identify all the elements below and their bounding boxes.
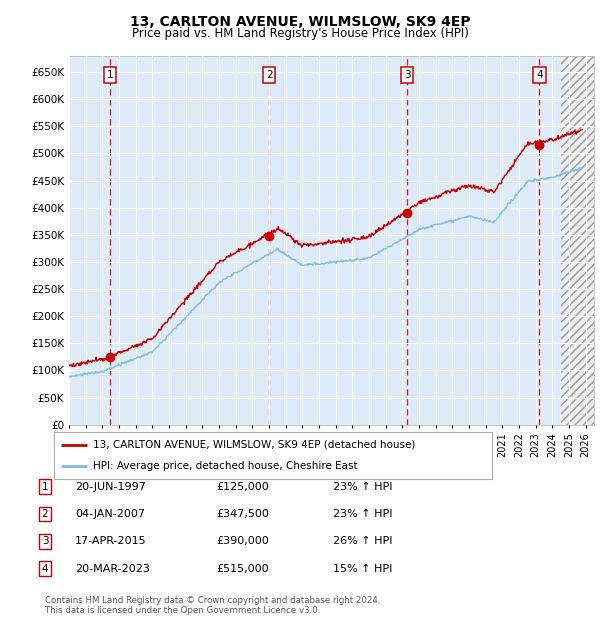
Bar <box>560 56 594 425</box>
Text: HPI: Average price, detached house, Cheshire East: HPI: Average price, detached house, Ches… <box>94 461 358 471</box>
Text: £125,000: £125,000 <box>216 482 269 492</box>
Text: 2: 2 <box>41 509 49 519</box>
Text: 26% ↑ HPI: 26% ↑ HPI <box>333 536 392 546</box>
Text: 1: 1 <box>41 482 49 492</box>
Text: 23% ↑ HPI: 23% ↑ HPI <box>333 509 392 519</box>
Text: Contains HM Land Registry data © Crown copyright and database right 2024.
This d: Contains HM Land Registry data © Crown c… <box>45 596 380 615</box>
Text: 2: 2 <box>266 70 272 80</box>
Bar <box>560 56 594 425</box>
Text: Price paid vs. HM Land Registry's House Price Index (HPI): Price paid vs. HM Land Registry's House … <box>131 27 469 40</box>
Text: 3: 3 <box>404 70 410 80</box>
Text: 15% ↑ HPI: 15% ↑ HPI <box>333 564 392 574</box>
Text: 20-JUN-1997: 20-JUN-1997 <box>75 482 146 492</box>
Text: 4: 4 <box>536 70 542 80</box>
Text: 17-APR-2015: 17-APR-2015 <box>75 536 146 546</box>
Text: £347,500: £347,500 <box>216 509 269 519</box>
Text: 13, CARLTON AVENUE, WILMSLOW, SK9 4EP (detached house): 13, CARLTON AVENUE, WILMSLOW, SK9 4EP (d… <box>94 440 416 450</box>
Text: 4: 4 <box>41 564 49 574</box>
Text: £515,000: £515,000 <box>216 564 269 574</box>
Text: £390,000: £390,000 <box>216 536 269 546</box>
Text: 23% ↑ HPI: 23% ↑ HPI <box>333 482 392 492</box>
Text: 3: 3 <box>41 536 49 546</box>
Text: 13, CARLTON AVENUE, WILMSLOW, SK9 4EP: 13, CARLTON AVENUE, WILMSLOW, SK9 4EP <box>130 16 470 30</box>
Text: 1: 1 <box>107 70 113 80</box>
Text: 04-JAN-2007: 04-JAN-2007 <box>75 509 145 519</box>
Text: 20-MAR-2023: 20-MAR-2023 <box>75 564 150 574</box>
